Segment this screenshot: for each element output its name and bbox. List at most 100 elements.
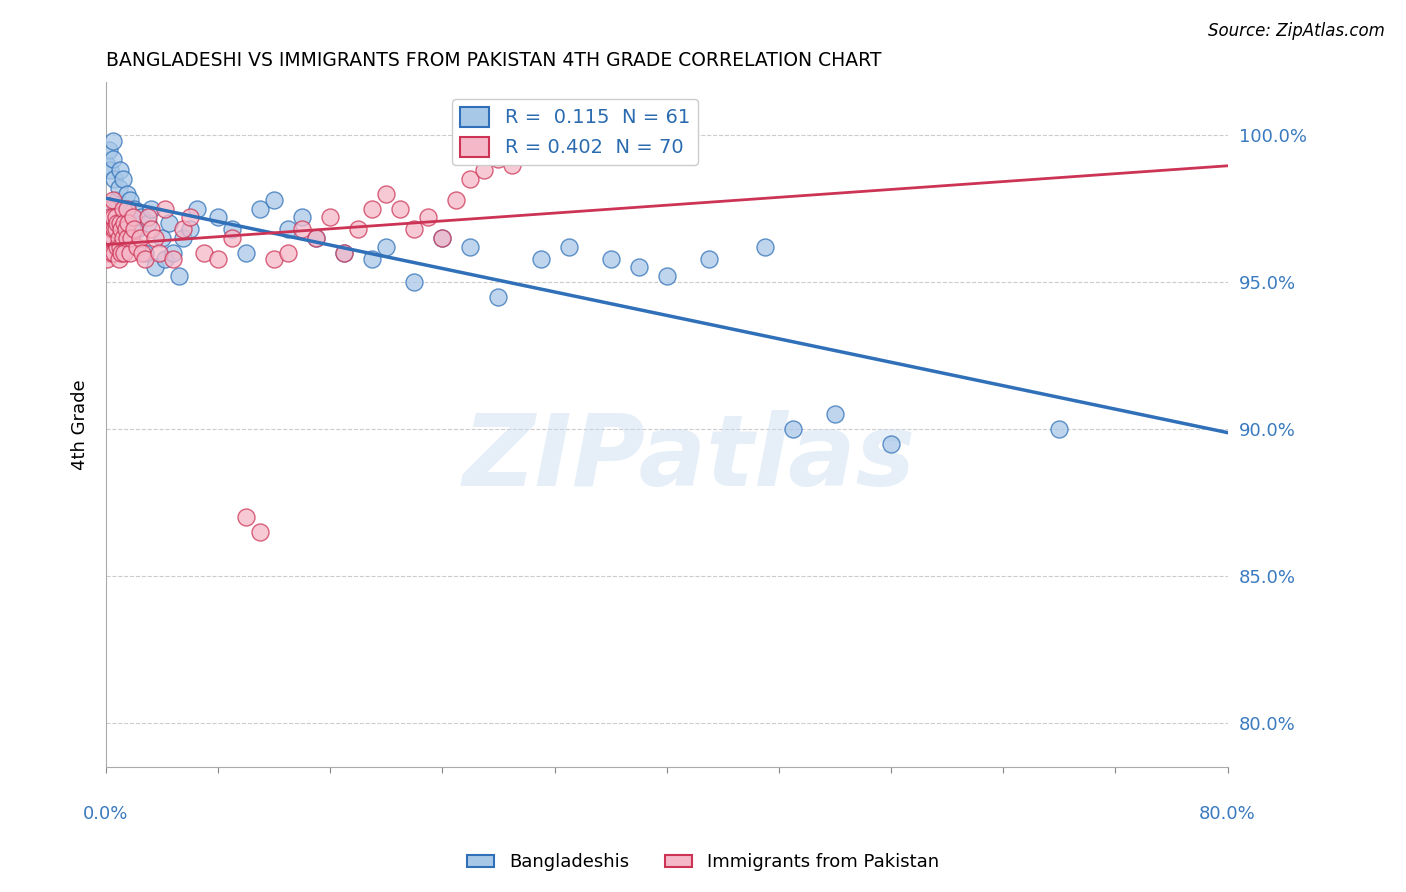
Point [193,245,215,260]
Point [824,407,846,421]
Point [107,252,129,266]
Point [172,222,194,236]
Point [110,245,132,260]
Point [110,222,132,236]
Point [221,222,243,236]
Point [375,186,398,201]
Point [139,222,162,236]
Point [125,240,148,254]
Text: Source: ZipAtlas.com: Source: ZipAtlas.com [1208,22,1385,40]
Point [115,202,138,216]
Point [179,211,201,225]
Point [103,245,125,260]
Point [98,211,121,225]
Point [333,245,356,260]
Point [153,202,176,216]
Point [502,157,524,171]
Point [221,231,243,245]
Point [172,231,194,245]
Point [404,222,426,236]
Point [100,245,122,260]
Point [114,222,136,236]
Point [263,193,285,207]
Point [186,202,208,216]
Point [207,252,229,266]
Text: 80.0%: 80.0% [1199,805,1256,823]
Text: ZIPatlas: ZIPatlas [463,410,915,508]
Point [305,231,328,245]
Point [105,193,128,207]
Point [101,134,124,148]
Point [389,202,412,216]
Point [110,211,132,225]
Point [333,245,356,260]
Point [305,231,328,245]
Point [418,211,440,225]
Point [104,222,127,236]
Point [880,436,903,450]
Point [460,240,482,254]
Point [96,252,118,266]
Point [117,216,139,230]
Point [98,163,121,178]
Point [103,222,125,236]
Point [277,245,299,260]
Point [143,231,166,245]
Point [432,231,454,245]
Point [111,231,134,245]
Point [488,290,510,304]
Point [97,222,120,236]
Point [128,231,150,245]
Point [148,245,170,260]
Point [104,202,127,216]
Point [122,202,145,216]
Point [122,222,145,236]
Point [105,240,128,254]
Legend: Bangladeshis, Immigrants from Pakistan: Bangladeshis, Immigrants from Pakistan [460,847,946,879]
Point [121,211,143,225]
Point [136,211,159,225]
Point [529,252,551,266]
Point [627,260,650,275]
Point [136,216,159,230]
Point [131,245,153,260]
Point [112,216,135,230]
Point [291,211,314,225]
Point [754,240,776,254]
Point [108,163,131,178]
Point [150,231,173,245]
Point [103,172,125,186]
Point [599,252,621,266]
Point [125,222,148,236]
Point [162,252,184,266]
Point [117,216,139,230]
Point [118,245,141,260]
Point [361,202,384,216]
Point [432,231,454,245]
Point [115,231,138,245]
Point [277,222,299,236]
Point [291,222,314,236]
Point [460,172,482,186]
Point [112,245,135,260]
Point [107,181,129,195]
Point [488,152,510,166]
Point [107,231,129,245]
Point [697,252,720,266]
Legend: R =  0.115  N = 61, R = 0.402  N = 70: R = 0.115 N = 61, R = 0.402 N = 70 [453,99,697,165]
Point [207,211,229,225]
Point [157,216,180,230]
Point [782,422,804,436]
Point [114,222,136,236]
Point [129,211,152,225]
Point [235,510,257,524]
Point [105,216,128,230]
Point [97,143,120,157]
Point [120,231,142,245]
Point [111,172,134,186]
Point [96,245,118,260]
Point [101,211,124,225]
Point [263,252,285,266]
Text: 0.0%: 0.0% [83,805,128,823]
Point [143,260,166,275]
